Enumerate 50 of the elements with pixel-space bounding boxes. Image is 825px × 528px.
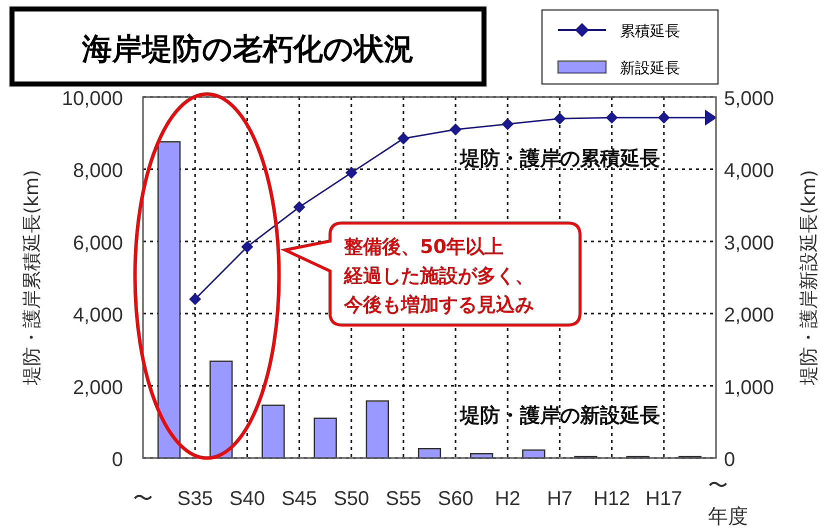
y-tick-label: 10,000	[62, 88, 123, 110]
x-tick-label: S60	[438, 488, 474, 510]
bar	[314, 418, 337, 459]
x-tick-label: S45	[281, 488, 318, 510]
legend-label: 新設延長	[620, 59, 680, 77]
y2-axis-title: 堤防・護岸新設延長(km)	[798, 170, 820, 386]
chart-title: 海岸堤防の老朽化の状況	[81, 32, 414, 67]
annotation: 整備後、50年以上	[343, 236, 504, 258]
x-tick-label: 〜	[708, 475, 728, 497]
x-tick-label: H12	[593, 488, 630, 510]
point	[397, 132, 410, 145]
y-tick-label: 4,000	[72, 304, 123, 327]
x-tick-label: S35	[177, 488, 213, 510]
point	[450, 123, 462, 136]
bar	[262, 404, 285, 459]
y2-tick-label: 1,000	[724, 376, 774, 399]
y-tick-label: 6,000	[72, 232, 123, 254]
y-tick-label: 0	[112, 449, 123, 471]
bar	[157, 141, 181, 459]
x-tick-label: H2	[494, 488, 520, 510]
x-tick-label: S40	[229, 488, 265, 510]
point	[502, 118, 514, 130]
y2-tick-label: 2,000	[724, 304, 774, 327]
annotation: 今後も増加する見込み	[343, 294, 534, 316]
y2-tick-label: 4,000	[724, 160, 774, 182]
point	[189, 293, 202, 306]
annotation: 経過した施設が多く、	[343, 265, 534, 287]
x-tick-label: 〜	[133, 488, 153, 510]
point	[241, 240, 254, 253]
point	[554, 112, 566, 125]
legend-label: 累積延長	[620, 22, 680, 40]
x-tick-label: S50	[334, 488, 370, 510]
x-axis-title: 年度	[708, 504, 748, 528]
point	[658, 112, 670, 124]
y2-tick-label: 0	[724, 449, 736, 471]
y-tick-label: 8,000	[72, 160, 123, 182]
x-tick-label: H7	[546, 488, 573, 510]
annotation: 堤防・護岸の新設延長	[459, 403, 660, 427]
point	[293, 201, 306, 214]
point	[345, 166, 358, 179]
x-tick-label: S55	[386, 488, 422, 510]
y2-tick-label: 3,000	[724, 232, 774, 254]
bar	[210, 360, 233, 459]
annotation: 堤防・護岸の累積延長	[459, 146, 660, 170]
y-tick-label: 2,000	[72, 376, 123, 399]
y-axis-title: 堤防・護岸累積延長(km)	[21, 170, 43, 386]
y2-tick-label: 5,000	[724, 88, 774, 110]
x-tick-label: H17	[646, 488, 682, 510]
point	[606, 112, 618, 124]
bar	[366, 400, 389, 459]
